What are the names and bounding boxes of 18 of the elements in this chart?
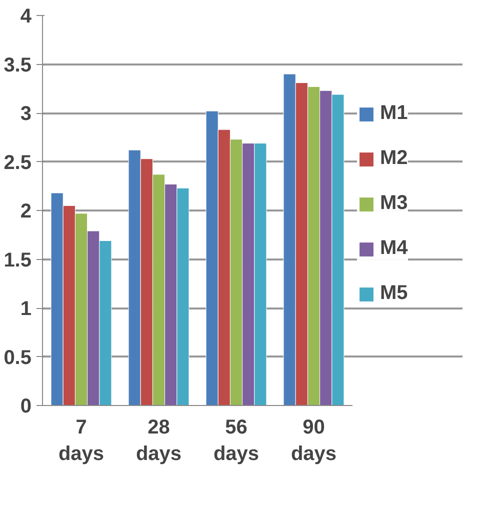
y-tick-label: 2.5 — [4, 152, 32, 174]
y-tick-label: 0 — [20, 396, 32, 418]
y-tick-label: 0.5 — [4, 346, 32, 369]
legend-label: M1 — [380, 102, 408, 125]
legend-label: M4 — [380, 237, 408, 260]
x-tick-label: 28 days — [136, 416, 182, 465]
y-tick-label: 1.5 — [4, 249, 32, 272]
legend-label: M2 — [380, 147, 408, 170]
x-tick-label: 90 days — [290, 416, 337, 465]
x-tick-label: 56 days — [213, 416, 260, 465]
legend-label: M3 — [380, 192, 408, 215]
y-tick-label: 4 — [20, 6, 32, 28]
y-tick-label: 2 — [20, 200, 32, 222]
y-tick-label: 1 — [20, 298, 32, 320]
y-tick-label: 3.5 — [4, 54, 32, 76]
x-tick-label: 7 days — [58, 416, 104, 465]
y-tick-label: 3 — [20, 103, 32, 125]
legend-label: M5 — [380, 282, 408, 305]
